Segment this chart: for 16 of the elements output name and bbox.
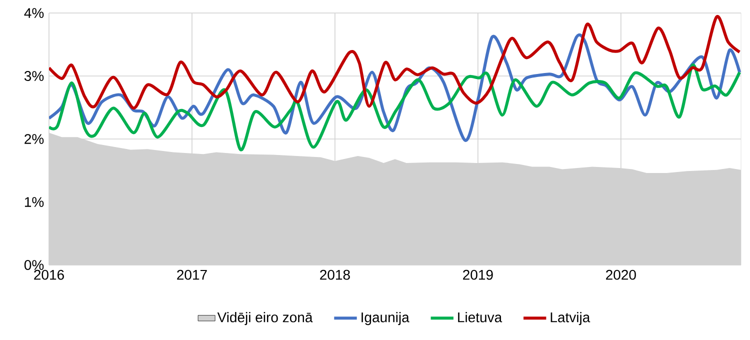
y-tick-label: 2% [24, 134, 44, 144]
x-tick-label: 2016 [34, 270, 64, 280]
legend-label: Latvija [550, 312, 590, 326]
legend-label: Igaunija [362, 312, 410, 326]
x-tick-label: 2018 [320, 270, 350, 280]
legend-label: Vidēji eiro zonā [217, 312, 313, 326]
y-tick-label: 0% [24, 260, 44, 270]
x-tick-label: 2017 [177, 270, 207, 280]
y-tick-label: 3% [24, 71, 44, 81]
y-tick-label: 4% [24, 8, 44, 18]
line-series [49, 64, 742, 152]
legend-label: Lietuva [458, 312, 502, 322]
y-tick-label: 1% [24, 197, 44, 207]
x-tick-label: 2020 [606, 270, 636, 280]
x-tick-label: 2019 [463, 270, 493, 280]
line-series [49, 15, 742, 110]
